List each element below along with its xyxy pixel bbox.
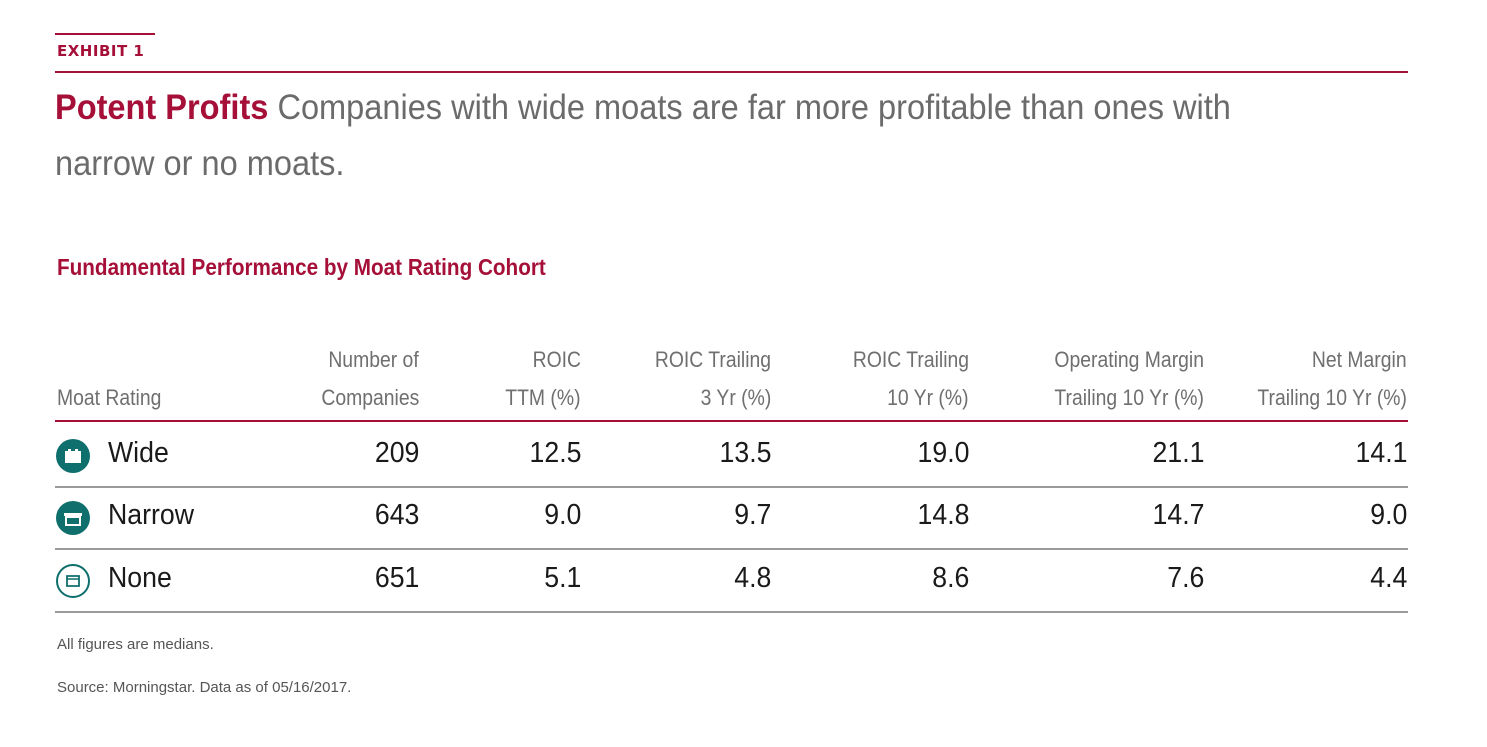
cell-none-roic-10yr: 8.6: [931, 562, 969, 594]
headline: Potent Profits Companies with wide moats…: [55, 80, 1301, 192]
col-header-op-margin-line1: Operating Margin: [1054, 347, 1204, 372]
exhibit-rule: [55, 33, 155, 35]
row-label-wide: Wide: [108, 437, 169, 469]
col-header-companies-line1: Number of: [328, 347, 419, 372]
cell-none-companies: 651: [374, 562, 419, 594]
col-header-roic-3yr-line2: 3 Yr (%): [700, 385, 771, 410]
cell-wide-roic-10yr: 19.0: [917, 437, 969, 469]
headline-text: Companies with wide moats are far more p…: [55, 88, 1231, 183]
cell-wide-op-margin: 21.1: [1152, 437, 1204, 469]
col-header-moat-rating: Moat Rating: [57, 385, 162, 410]
cell-narrow-roic-3yr: 9.7: [733, 499, 771, 531]
header-rule: [55, 420, 1408, 422]
col-header-roic-ttm-line2: TTM (%): [505, 385, 581, 410]
row-rule: [55, 486, 1408, 488]
cell-wide-roic-3yr: 13.5: [719, 437, 771, 469]
cell-none-op-margin: 7.6: [1166, 562, 1204, 594]
cell-none-roic-3yr: 4.8: [733, 562, 771, 594]
table-title: Fundamental Performance by Moat Rating C…: [57, 254, 546, 280]
col-header-roic-ttm-line1: ROIC: [532, 347, 581, 372]
cell-narrow-roic-ttm: 9.0: [543, 499, 581, 531]
cell-narrow-net-margin: 9.0: [1369, 499, 1407, 531]
no-moat-icon: [56, 564, 90, 598]
col-header-op-margin-line2: Trailing 10 Yr (%): [1054, 385, 1204, 410]
narrow-moat-icon: [56, 501, 90, 535]
cell-narrow-roic-10yr: 14.8: [917, 499, 969, 531]
row-label-narrow: Narrow: [108, 499, 194, 531]
cell-wide-roic-ttm: 12.5: [529, 437, 581, 469]
cell-none-roic-ttm: 5.1: [543, 562, 581, 594]
wide-moat-icon: [56, 439, 90, 473]
top-rule: [55, 71, 1408, 73]
cell-wide-companies: 209: [374, 437, 419, 469]
headline-lead: Potent Profits: [55, 88, 269, 127]
col-header-net-margin-line2: Trailing 10 Yr (%): [1257, 385, 1407, 410]
bottom-rule: [55, 611, 1408, 613]
col-header-roic-3yr-line1: ROIC Trailing: [654, 347, 771, 372]
cell-wide-net-margin: 14.1: [1355, 437, 1407, 469]
cell-narrow-companies: 643: [374, 499, 419, 531]
exhibit-label: EXHIBIT 1: [57, 42, 145, 60]
col-header-companies-line2: Companies: [321, 385, 419, 410]
row-rule: [55, 548, 1408, 550]
col-header-roic-10yr-line2: 10 Yr (%): [887, 385, 969, 410]
cell-narrow-op-margin: 14.7: [1152, 499, 1204, 531]
row-label-none: None: [108, 562, 172, 594]
cell-none-net-margin: 4.4: [1369, 562, 1407, 594]
footnote-medians: All figures are medians.: [57, 636, 214, 653]
col-header-net-margin-line1: Net Margin: [1312, 347, 1407, 372]
footnote-source: Source: Morningstar. Data as of 05/16/20…: [57, 679, 352, 696]
col-header-roic-10yr-line1: ROIC Trailing: [852, 347, 969, 372]
